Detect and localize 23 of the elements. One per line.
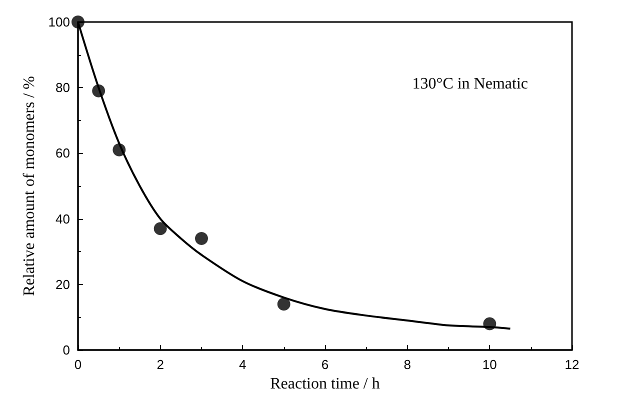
x-axis-title: Reaction time / h <box>270 376 380 392</box>
point <box>195 232 208 245</box>
y-tick-label: 20 <box>56 276 70 292</box>
y-tick-label: 0 <box>62 342 70 358</box>
y-tick-label: 40 <box>56 211 70 226</box>
y-tick-label: 60 <box>56 146 70 161</box>
point <box>154 222 167 236</box>
y-axis-title: Relative amount of monomers / % <box>20 76 38 296</box>
x-tick-label: 6 <box>321 357 329 372</box>
x-tick-label: 4 <box>239 357 246 372</box>
point <box>483 317 496 330</box>
annotation: 130°C in Nematic <box>412 76 528 92</box>
x-tick-label: 10 <box>482 357 497 372</box>
point <box>112 143 126 156</box>
x-tick-label: 12 <box>564 357 580 372</box>
x-tick-label: 8 <box>404 357 411 372</box>
x-tick-label: 0 <box>74 357 82 372</box>
point <box>277 298 290 311</box>
point <box>92 84 106 98</box>
y-tick-label: 80 <box>56 80 70 96</box>
x-tick-label: 2 <box>156 357 164 372</box>
y-tick-label: 100 <box>48 14 70 30</box>
point <box>72 16 84 28</box>
